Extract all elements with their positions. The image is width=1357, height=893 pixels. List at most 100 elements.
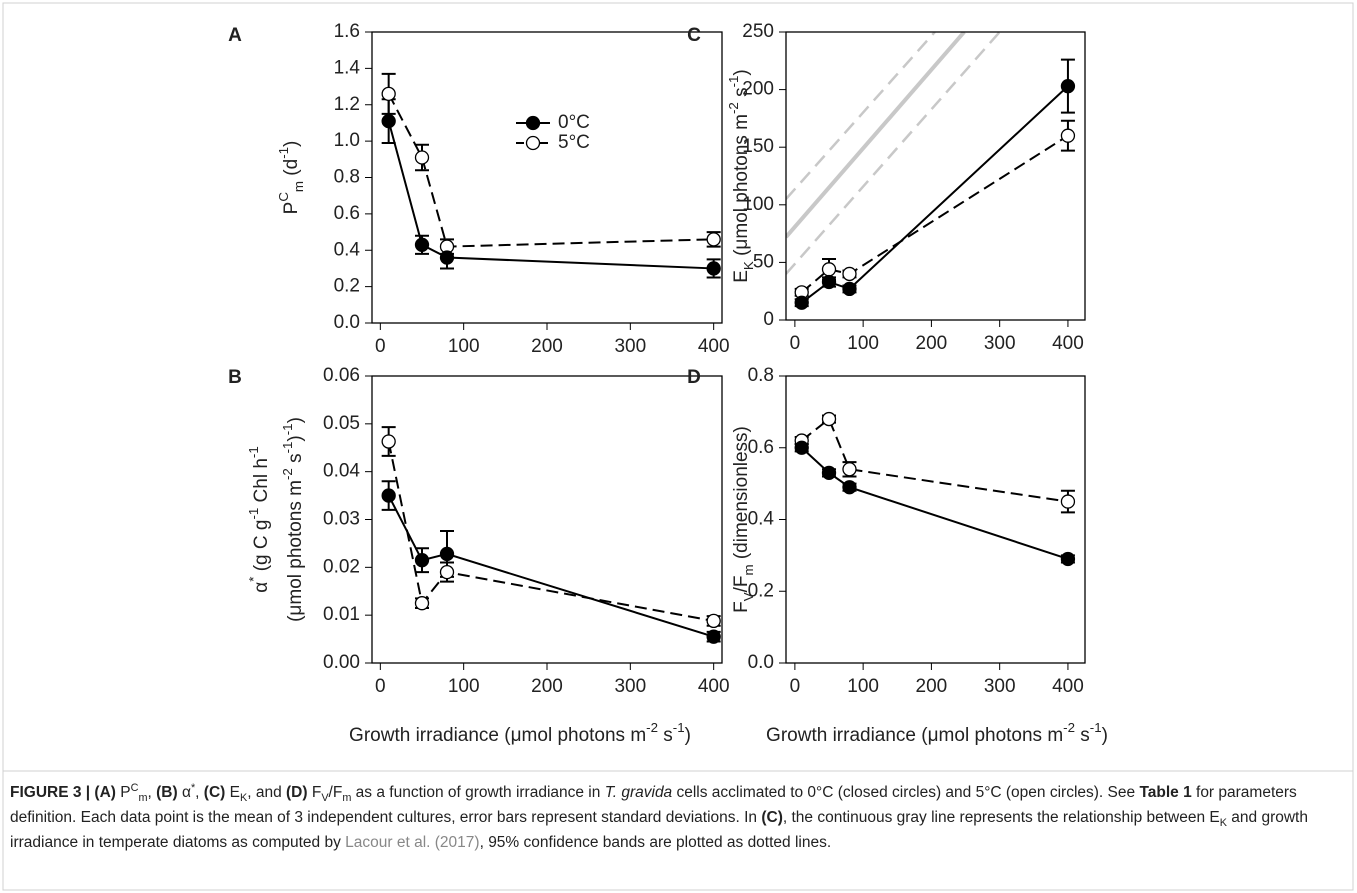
data-point [439, 546, 455, 562]
series-line [801, 134, 1069, 294]
y-tick-label: 0.04 [323, 461, 360, 482]
data-point [842, 462, 857, 477]
label-part: -2 [646, 720, 658, 735]
x-tick-label: 400 [1052, 676, 1084, 697]
series-line [801, 85, 1069, 304]
data-point [1060, 551, 1076, 567]
data-point [414, 150, 430, 165]
data-point [821, 262, 837, 277]
data-point [842, 266, 857, 282]
reference-line [786, 32, 966, 239]
reference-line [786, 32, 936, 200]
reference-line [786, 32, 1001, 275]
caption-part: Table 1 [1139, 784, 1192, 801]
label-part: K [741, 261, 756, 270]
label-part: α [251, 582, 272, 593]
y-tick-label: 150 [742, 136, 774, 157]
caption-part: (C) [203, 784, 226, 801]
label-part: (μmol photons m [285, 480, 306, 622]
x-tick-label: 100 [448, 676, 480, 697]
series-line [387, 441, 714, 622]
x-tick-label: 100 [448, 336, 480, 357]
label-part: /F [731, 576, 752, 593]
data-point [706, 232, 721, 247]
label-part: (μmol photons m [731, 114, 752, 261]
label-part: -1 [726, 76, 741, 88]
data-point [381, 434, 396, 449]
series-line [801, 447, 1069, 560]
label-part: ) [281, 141, 302, 147]
x-tick-label: 100 [847, 333, 879, 354]
legend-label: 5°C [558, 132, 590, 153]
y-tick-label: 0.2 [334, 276, 360, 297]
label-part: -2 [1063, 720, 1075, 735]
data-point [794, 440, 809, 455]
caption-part[interactable]: Lacour et al. (2017) [345, 834, 480, 851]
label-part: -2 [280, 468, 295, 480]
x-tick-label: 0 [375, 676, 386, 697]
label-part: s [285, 453, 306, 468]
x-tick-label: 300 [614, 336, 646, 357]
plot-frame [785, 375, 1086, 664]
y-axis-label: α* (g C g-1 Chl h-1 [246, 446, 272, 593]
label-part: Chl h [251, 458, 272, 508]
x-tick-label: 0 [375, 336, 386, 357]
caption-part: FIGURE 3 | (A) [10, 784, 116, 801]
label-part: s [1075, 725, 1090, 746]
y-tick-label: 0.03 [323, 509, 360, 530]
legend-marker [525, 115, 541, 131]
caption-part: , [195, 784, 204, 801]
data-point [1060, 78, 1076, 94]
y-tick-label: 0.4 [334, 239, 361, 260]
data-point [794, 295, 809, 310]
data-point [414, 596, 430, 611]
caption-part: , 95% confidence bands are plotted as do… [479, 834, 832, 851]
x-tick-label: 100 [847, 676, 879, 697]
label-part: ) [285, 435, 306, 441]
y-tick-label: 250 [742, 21, 774, 42]
y-tick-label: 1.4 [334, 57, 361, 78]
caption-part: E [225, 784, 240, 801]
y-axis-label: EK (μmol photons m-2 s-1) [726, 69, 756, 283]
label-part: -1 [246, 508, 261, 520]
legend-label: 0°C [558, 112, 590, 133]
data-point [821, 274, 837, 290]
y-tick-label: 0.01 [323, 604, 360, 625]
x-tick-label: 200 [531, 336, 563, 357]
x-tick-label: 200 [916, 676, 948, 697]
data-point [706, 261, 721, 276]
data-point [842, 281, 857, 297]
caption-part: α [177, 784, 191, 801]
data-point [381, 86, 396, 101]
y-tick-label: 0.0 [748, 652, 774, 673]
label-part: Growth irradiance (μmol photons m [766, 725, 1063, 746]
caption-part: and growth irradiance in temperate diato… [10, 809, 1308, 851]
y-tick-label: 0.6 [748, 437, 774, 458]
panel-letter: B [228, 367, 242, 388]
caption-part: , and [247, 784, 286, 801]
panel-letter: C [687, 25, 701, 46]
label-part: -2 [726, 102, 741, 114]
label-part: s [731, 87, 752, 102]
label-part: -1 [1090, 720, 1102, 735]
label-part: V [741, 592, 756, 601]
plot-area [381, 426, 721, 644]
label-part: E [731, 270, 752, 283]
y-tick-label: 0.06 [323, 365, 360, 386]
caption-part: as a function of growth irradiance in [351, 784, 605, 801]
y-axis-label: PCm (d-1) [276, 141, 306, 215]
caption-part: , [147, 784, 157, 801]
y-tick-label: 0.0 [334, 312, 360, 333]
caption: FIGURE 3 | (A) PCm, (B) α*, (C) EK, and … [10, 780, 1345, 855]
y-axis-label: FV/Fm (dimensionless) [731, 426, 756, 613]
y-tick-label: 0.00 [323, 652, 360, 673]
data-point [414, 237, 430, 252]
caption-part: (C) [761, 809, 783, 826]
data-point [706, 613, 721, 629]
caption-part: V [321, 792, 329, 805]
label-part: * [246, 577, 261, 582]
plot-area [794, 411, 1076, 567]
label-part: Growth irradiance (μmol photons m [349, 725, 646, 746]
